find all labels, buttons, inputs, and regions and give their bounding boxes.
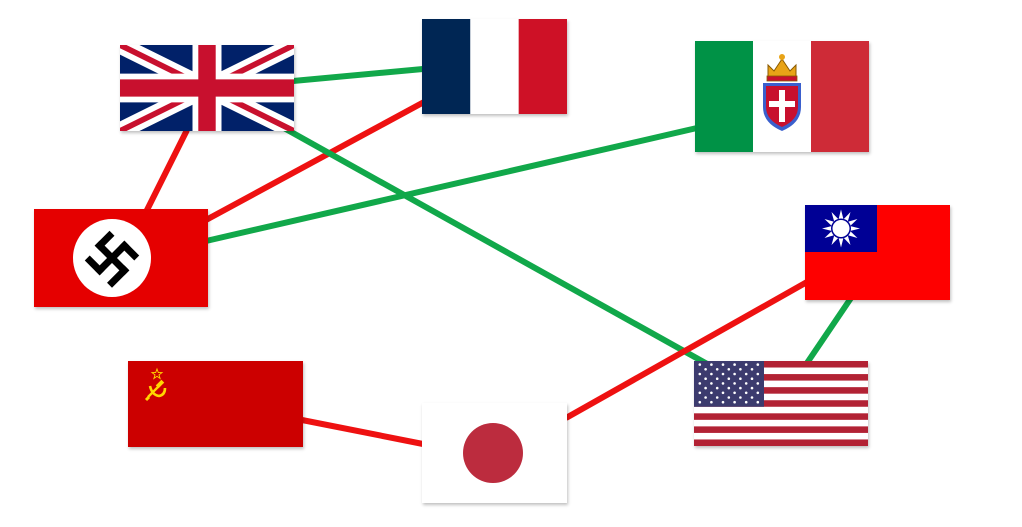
link-ussr-japan [301, 417, 424, 447]
kingdom-of-italy-flag-icon [695, 41, 869, 152]
link-france-germany [204, 99, 426, 223]
link-germany-italy [205, 125, 698, 244]
ussr-flag [128, 361, 303, 447]
usa-flag-icon [694, 361, 868, 446]
usa-flag [694, 361, 868, 446]
uk-flag [120, 45, 294, 131]
link-roc-japan [564, 279, 809, 421]
nazi-germany-flag-icon [34, 209, 208, 307]
soviet-union-flag-icon [128, 361, 303, 447]
japan-flag-icon [422, 403, 567, 503]
link-uk-germany [143, 128, 190, 214]
italy-flag [695, 41, 869, 152]
link-uk-france [292, 66, 424, 84]
germany-flag [34, 209, 208, 307]
roc-flag [805, 205, 950, 300]
republic-of-china-flag-icon [805, 205, 950, 300]
french-tricolour-flag-icon [422, 19, 567, 114]
link-uk-usa [282, 125, 711, 368]
link-roc-usa [804, 296, 854, 365]
japan-flag [422, 403, 567, 503]
france-flag [422, 19, 567, 114]
union-jack-flag-icon [120, 45, 294, 131]
